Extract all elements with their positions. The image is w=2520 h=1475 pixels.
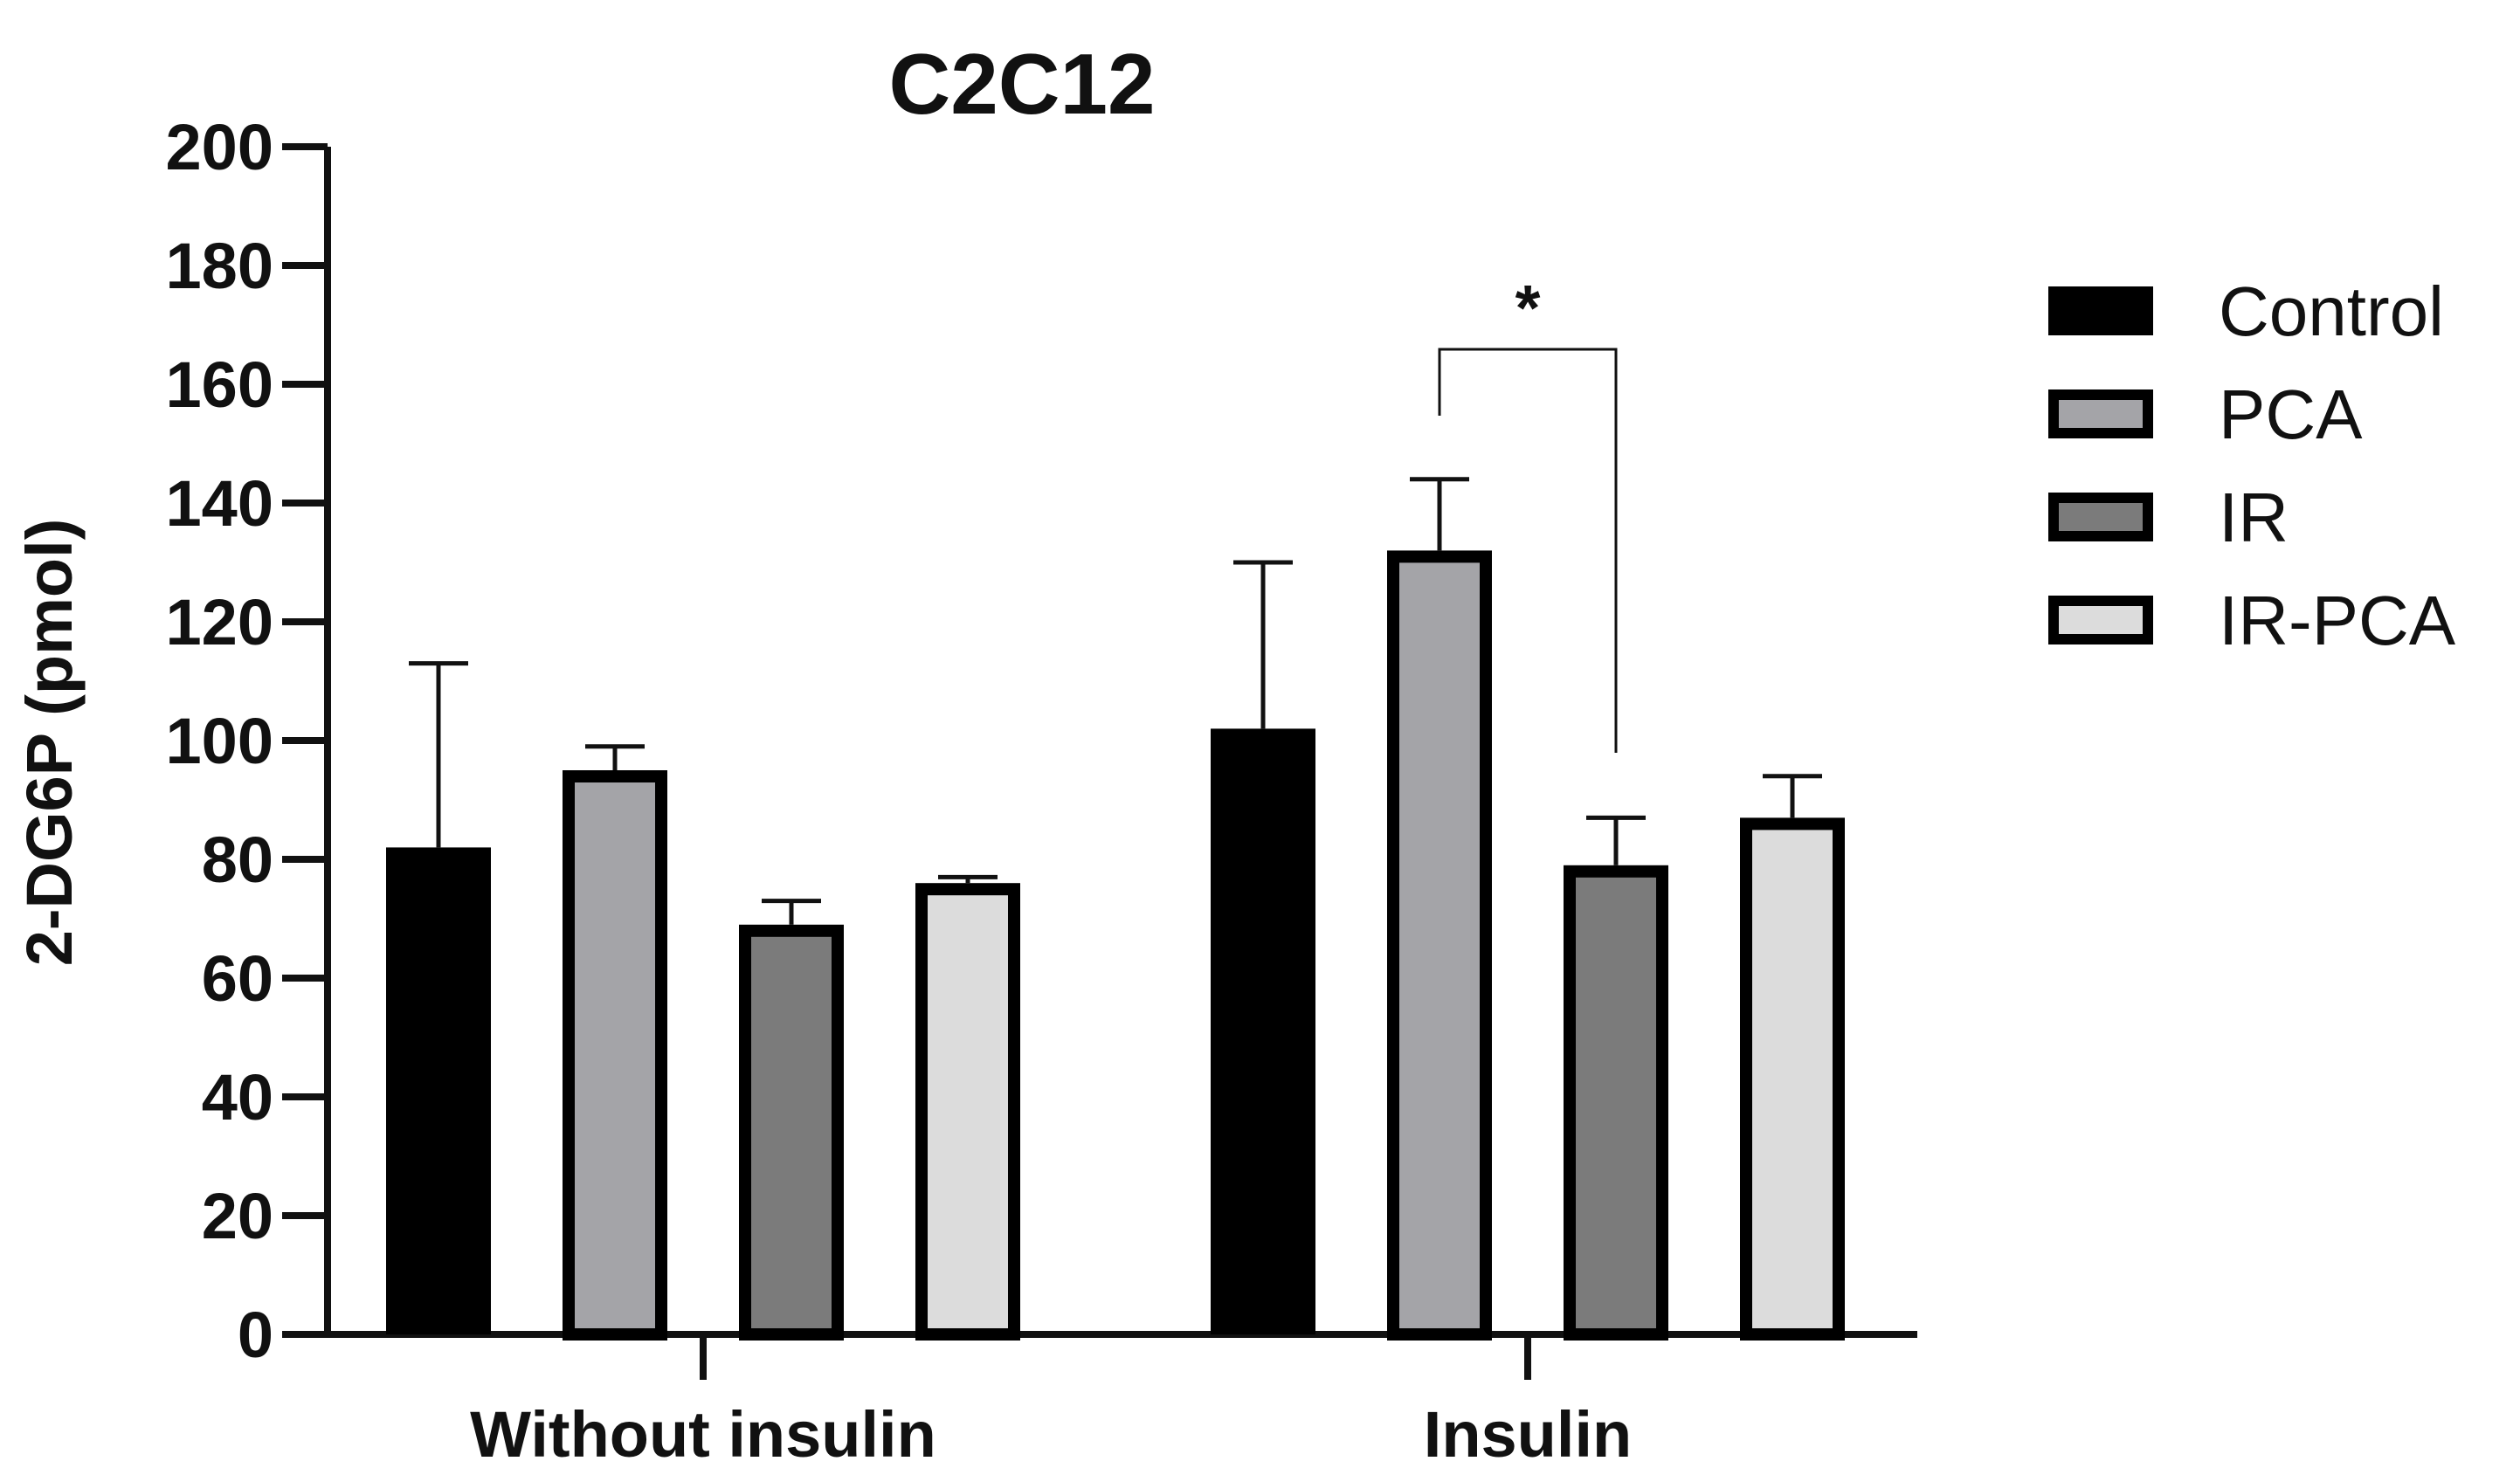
bar-pca-0 <box>563 770 667 1341</box>
y-tick-label: 200 <box>166 111 273 183</box>
legend-label-ir: IR <box>2219 479 2289 556</box>
bar-ir-1 <box>1564 865 1668 1341</box>
y-tick-label: 140 <box>166 467 273 540</box>
y-tick-label: 100 <box>166 705 273 777</box>
y-tick-label: 40 <box>202 1061 273 1134</box>
y-tick-label: 120 <box>166 586 273 658</box>
legend-swatch-ir-pca <box>2048 596 2153 644</box>
plot-area: 0 20 40 60 80 100 120 140 160 180 200 Without insul… <box>166 111 1917 1471</box>
chart-title: C2C12 <box>888 36 1155 132</box>
y-tick-label: 20 <box>202 1180 273 1252</box>
y-tick-label: 0 <box>238 1299 273 1371</box>
significance-bracket <box>1438 348 1618 753</box>
legend-swatch-pca <box>2048 389 2153 438</box>
legend-label-ir-pca: IR-PCA <box>2219 582 2456 659</box>
legend: Control PCA IR IR-PCA <box>2048 272 2456 659</box>
legend-swatch-ir <box>2048 493 2153 541</box>
legend-label-pca: PCA <box>2219 376 2363 453</box>
bar-outline-1 <box>1211 728 1315 1334</box>
bar-ir-pca-1 <box>1740 817 1845 1341</box>
legend-swatch-control <box>2048 286 2153 335</box>
y-tick-label: 180 <box>166 230 273 302</box>
y-axis-label: 2-DG6P (pmol) <box>13 519 86 967</box>
bar-ir-pca-0 <box>915 883 1020 1341</box>
significance-marker: * <box>1515 272 1541 344</box>
legend-label-control: Control <box>2219 272 2444 350</box>
bar-ir-0 <box>739 924 844 1341</box>
bar-pca-1 <box>1387 550 1492 1341</box>
x-category-label: Insulin <box>1424 1398 1632 1471</box>
bar-outline-0 <box>386 847 491 1334</box>
y-tick-label: 160 <box>166 348 273 421</box>
y-tick-label: 80 <box>202 824 273 896</box>
x-category-label: Without insulin <box>470 1398 936 1471</box>
y-tick-label: 60 <box>202 942 273 1015</box>
